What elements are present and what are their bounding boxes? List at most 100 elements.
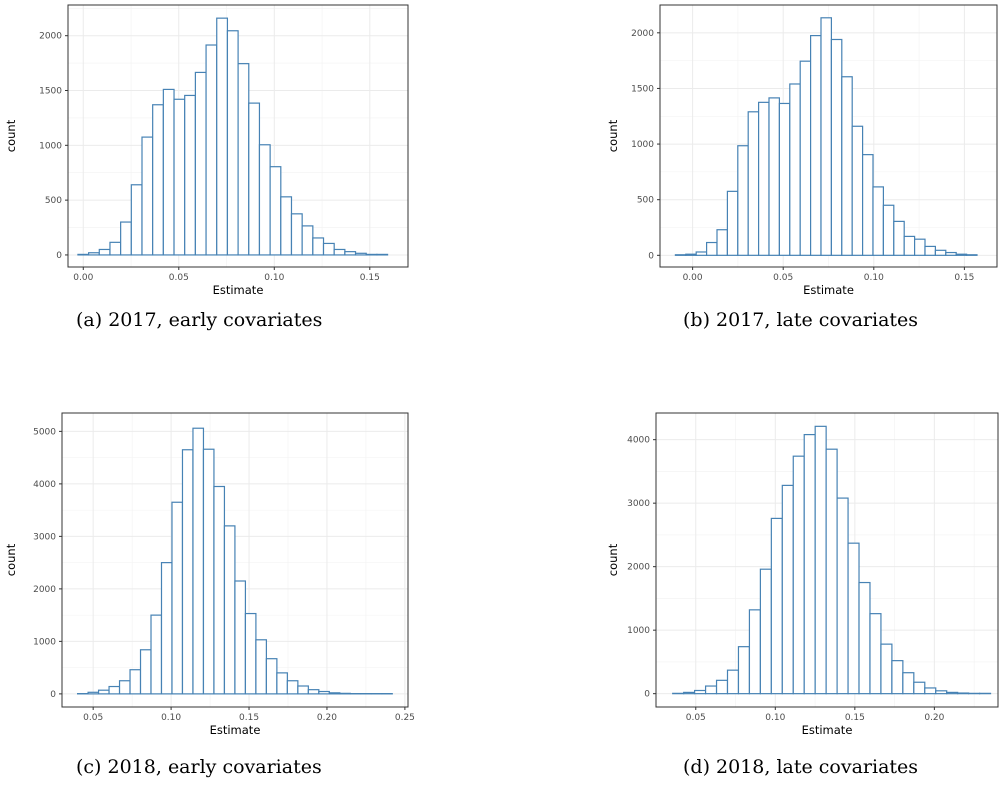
histogram-bar	[130, 184, 143, 256]
y-tick-label: 4000	[33, 480, 56, 490]
histogram-bar	[344, 251, 357, 256]
histogram-bar	[181, 449, 194, 695]
histogram-bar	[768, 97, 780, 256]
histogram-bar	[789, 83, 801, 256]
y-tick-label: 0	[56, 251, 62, 261]
histogram-bar	[902, 672, 915, 695]
histogram-bar	[694, 689, 707, 695]
x-axis-title: Estimate	[210, 723, 261, 737]
histogram-bar	[955, 253, 968, 256]
x-tick-label: 0.20	[924, 713, 944, 723]
histogram-bar	[809, 34, 822, 256]
panel-caption: (d) 2018, late covariates	[683, 756, 918, 778]
histogram-bar	[141, 136, 154, 256]
x-axis-title: Estimate	[213, 283, 264, 297]
histogram-bar	[184, 94, 196, 256]
histogram-bar	[685, 253, 697, 256]
x-tick-label: 0.10	[765, 713, 785, 723]
histogram-bar	[799, 60, 812, 256]
panel-border	[67, 4, 409, 268]
y-tick-label: 1000	[39, 141, 62, 151]
histogram-bar	[726, 190, 739, 256]
histogram-bar	[265, 658, 278, 695]
histogram-bar	[237, 63, 250, 256]
histogram-bar	[814, 425, 827, 695]
y-tick-label: 2000	[33, 585, 56, 595]
histogram-bar	[935, 690, 948, 695]
histogram-bar	[858, 581, 871, 695]
y-tick-label: 2000	[39, 32, 62, 42]
histogram-bar	[715, 679, 729, 695]
y-tick-label: 0	[648, 251, 654, 261]
panel-border	[655, 412, 999, 708]
histogram-bar	[152, 104, 164, 256]
histogram-bar	[913, 238, 926, 256]
y-tick-label: 3000	[33, 532, 56, 542]
histogram-bar	[869, 613, 882, 695]
histogram-bar	[803, 433, 816, 695]
histogram-bar	[269, 166, 282, 256]
y-axis-title: count	[4, 543, 18, 576]
x-tick-label: 0.20	[317, 713, 337, 723]
histogram-bar	[322, 242, 335, 256]
histogram-bar	[255, 639, 267, 695]
y-tick-label: 1500	[39, 87, 62, 97]
histogram-bar	[825, 448, 838, 695]
x-axis-title: Estimate	[802, 723, 853, 737]
y-tick-label: 3000	[627, 499, 650, 509]
y-tick-label: 2000	[627, 563, 650, 573]
histogram-bar	[297, 685, 309, 695]
x-tick-label: 0.05	[169, 273, 189, 283]
histogram-bar	[97, 689, 110, 695]
x-tick-label: 0.00	[683, 273, 703, 283]
histogram-bar	[792, 455, 805, 695]
histogram-bar	[213, 485, 226, 695]
histogram-bar	[276, 672, 288, 695]
histogram-bar	[333, 248, 346, 256]
histogram-bar	[748, 609, 761, 695]
histogram-bar	[737, 646, 751, 695]
histogram-bar	[747, 111, 760, 256]
histogram-bar	[716, 229, 729, 256]
histogram-bar	[226, 30, 239, 256]
histogram-bar	[965, 254, 978, 256]
y-tick-label: 0	[644, 690, 650, 700]
histogram-bar	[674, 254, 687, 256]
histogram-bar	[318, 690, 330, 695]
histogram-bar	[290, 213, 303, 256]
histogram-bar	[851, 125, 864, 256]
histogram-bar	[162, 88, 175, 256]
histogram-bar	[98, 248, 111, 256]
histogram-bar	[109, 241, 122, 256]
histogram-bar	[129, 669, 142, 695]
y-tick-label: 1000	[631, 140, 654, 150]
histogram-bar	[205, 44, 218, 256]
x-tick-label: 0.15	[954, 273, 974, 283]
histogram-bar	[139, 649, 152, 695]
histogram-bar	[258, 144, 271, 256]
histogram-bar	[286, 680, 299, 695]
histogram-bar	[223, 525, 236, 695]
histogram-bar	[737, 145, 749, 256]
x-axis-title: Estimate	[803, 283, 854, 297]
histogram-bar	[781, 484, 794, 695]
histogram-bar	[328, 692, 341, 695]
y-tick-label: 500	[45, 196, 62, 206]
histogram-bar	[882, 204, 895, 256]
histogram-bar	[120, 221, 132, 256]
histogram-bar	[934, 249, 947, 256]
histogram-bar	[108, 685, 121, 695]
panel-border	[61, 412, 409, 708]
panel-caption: (a) 2017, early covariates	[76, 309, 322, 331]
histogram-bar	[924, 687, 937, 695]
histogram-bar	[957, 692, 970, 695]
histogram-bar	[192, 427, 205, 695]
histogram-bar	[847, 542, 860, 695]
y-tick-label: 0	[50, 690, 56, 700]
histogram-bar	[87, 691, 100, 695]
panel-a: 0.00 0.05 0.10 0.15 0 500 1000 1500 2000 Estimate…	[4, 4, 409, 331]
histogram-bar	[77, 253, 90, 256]
histogram-bar	[160, 562, 173, 695]
y-axis-title: count	[606, 543, 620, 576]
histogram-bar	[891, 660, 904, 695]
